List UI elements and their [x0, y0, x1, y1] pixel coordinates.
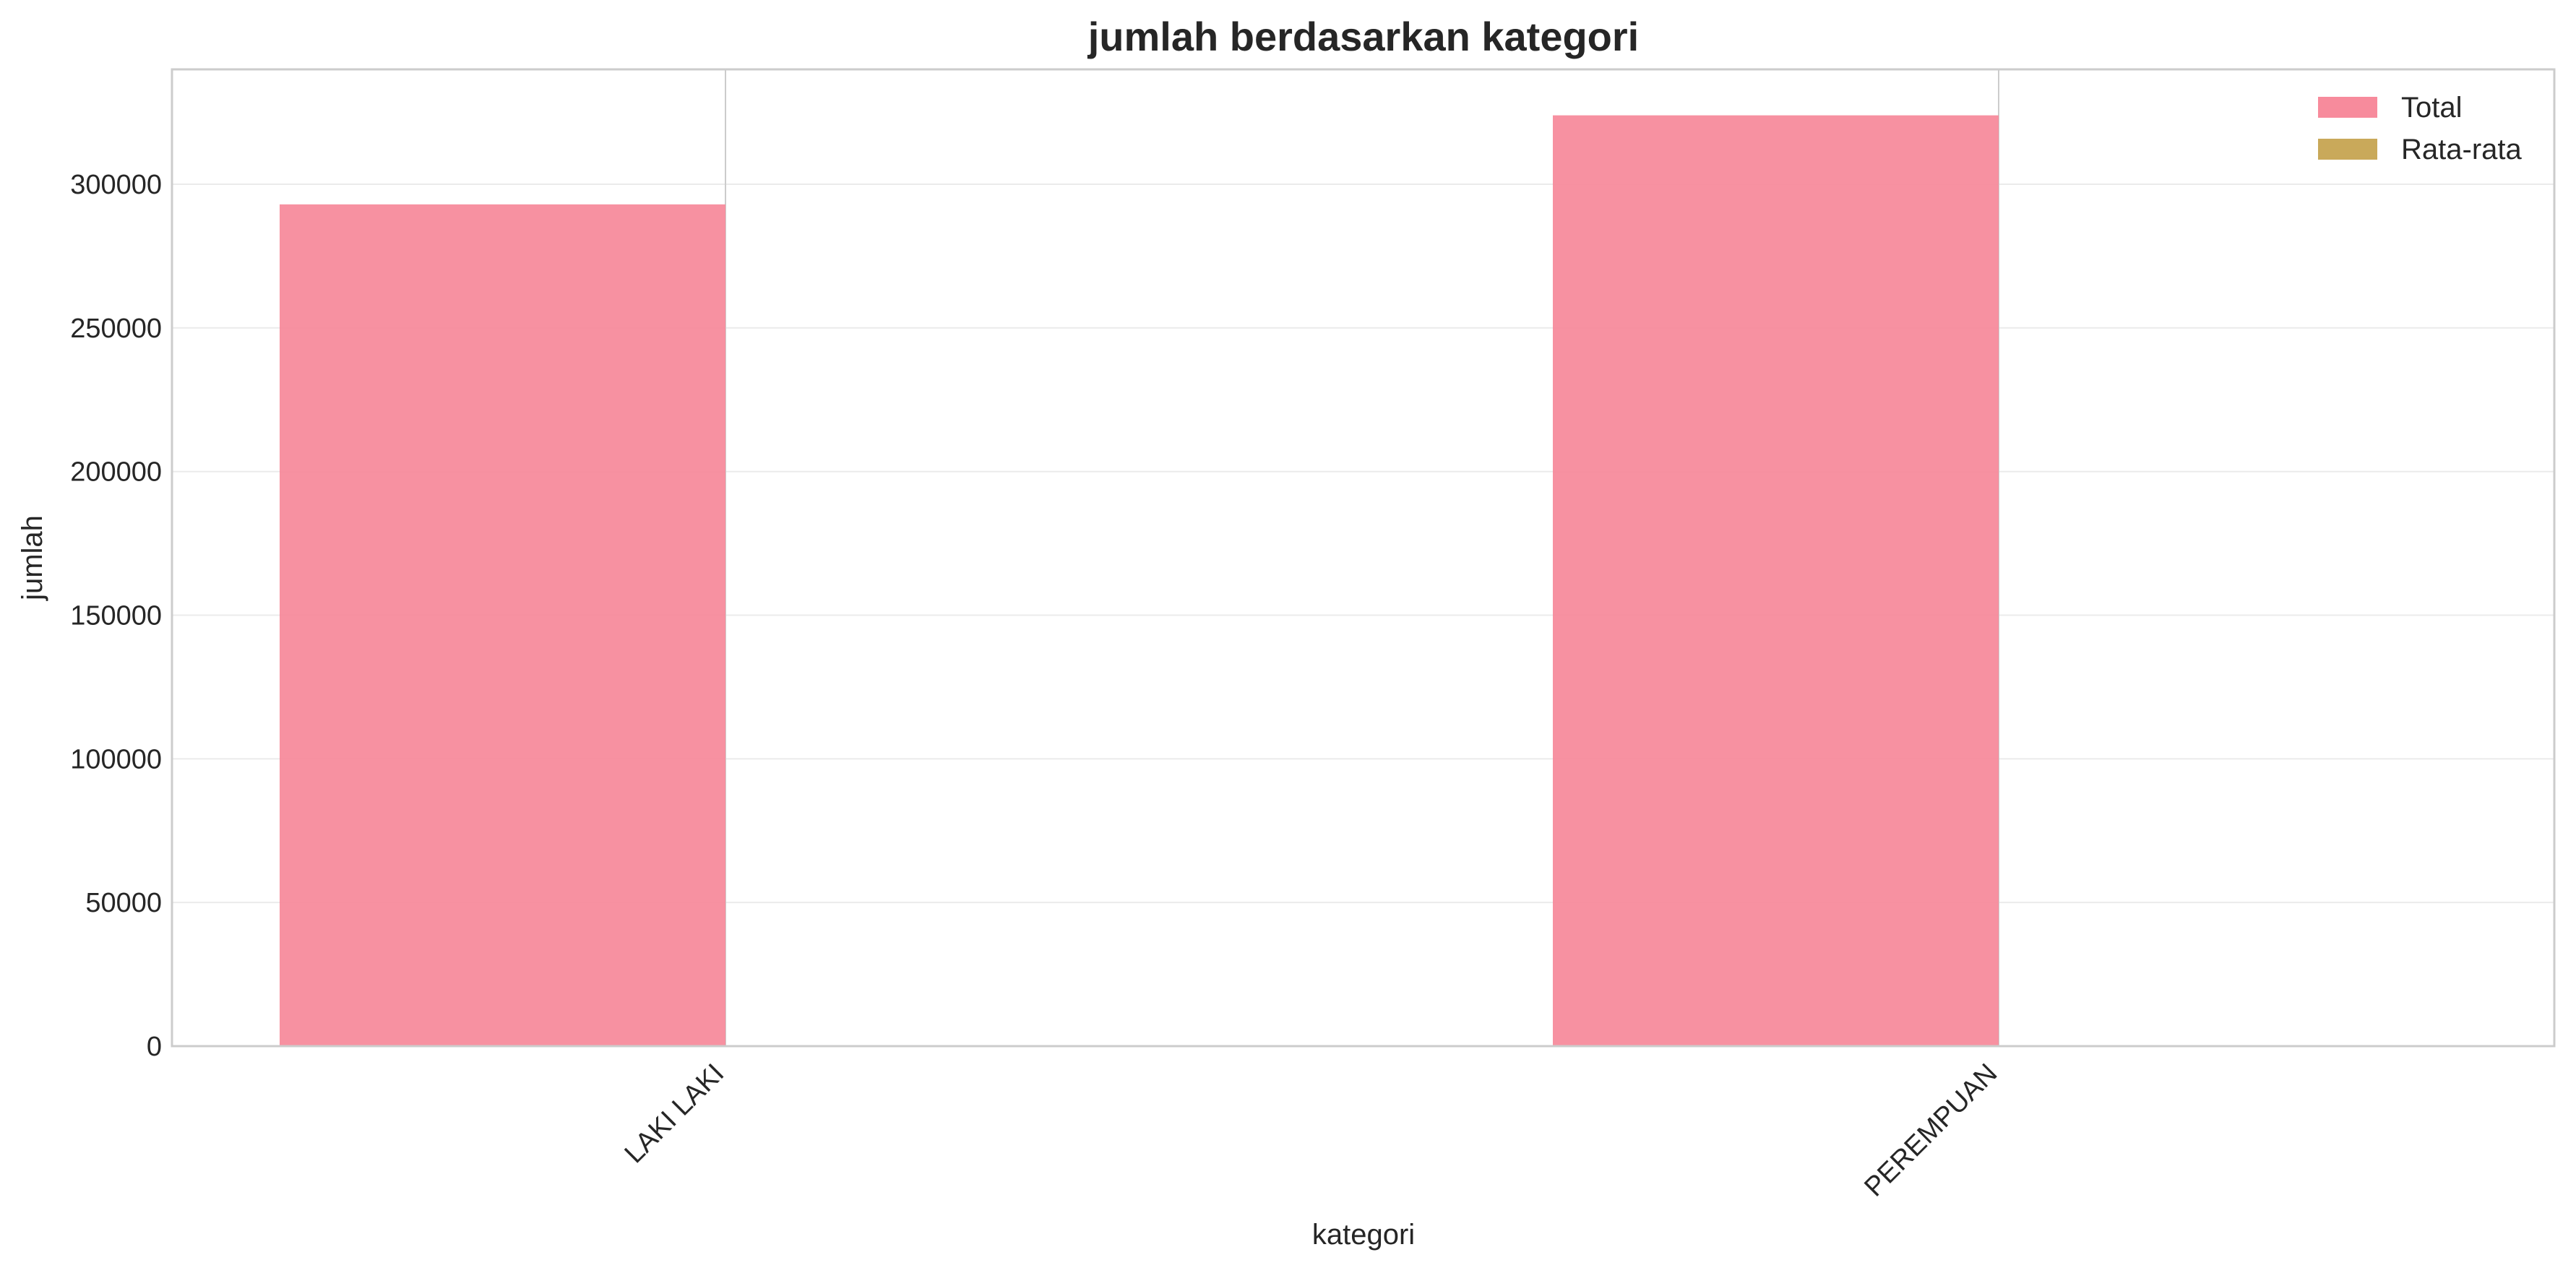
x-axis-label: kategori [1312, 1219, 1415, 1251]
x-tick-label: PEREMPUAN [1858, 1058, 2003, 1203]
y-tick-label: 150000 [70, 601, 162, 631]
legend-swatch [2318, 139, 2377, 160]
y-tick-label: 50000 [85, 888, 162, 918]
legend-label: Total [2401, 92, 2463, 124]
y-axis-label: jumlah [17, 515, 48, 601]
x-axis-ticks: LAKI LAKI PEREMPUAN [619, 1058, 2004, 1203]
y-tick-label: 200000 [70, 457, 162, 488]
chart-title: jumlah berdasarkan kategori [1087, 14, 1640, 59]
y-tick-label: 300000 [70, 170, 162, 200]
x-tick-label: LAKI LAKI [619, 1058, 731, 1170]
y-tick-label: 0 [147, 1032, 162, 1062]
bar-total-1 [1553, 115, 1999, 1046]
legend: Total Rata-rata [2318, 92, 2522, 165]
legend-label: Rata-rata [2401, 134, 2522, 165]
plot-frame [171, 68, 2556, 1048]
y-tick-label: 250000 [70, 314, 162, 344]
legend-swatch [2318, 97, 2377, 118]
y-axis-ticks: 0 50000 100000 150000 200000 250000 300000 [70, 170, 162, 1062]
bar-total-0 [280, 204, 725, 1047]
y-tick-label: 100000 [70, 744, 162, 774]
bars [280, 115, 1999, 1047]
